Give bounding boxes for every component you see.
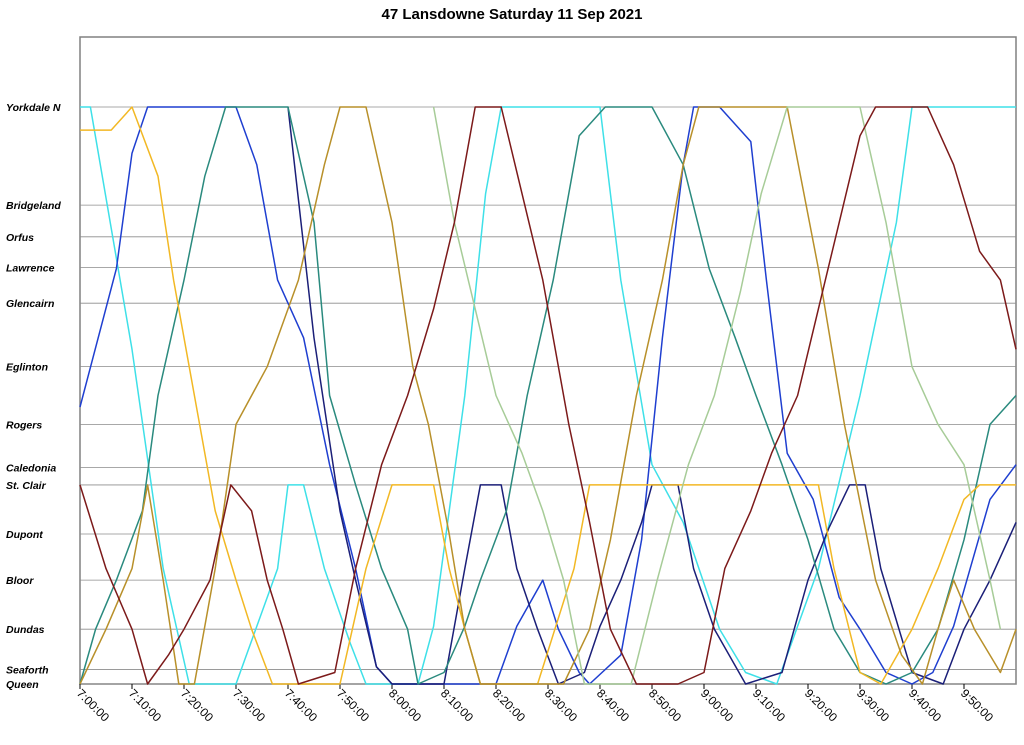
x-tick-label: 8:50:00 — [646, 686, 684, 724]
stop-label: Seaforth — [6, 665, 49, 677]
x-tick-label: 7:20:00 — [178, 686, 216, 724]
series-line-8 — [79, 106, 1017, 685]
chart-title: 47 Lansdowne Saturday 11 Sep 2021 — [381, 6, 643, 23]
x-tick-label: 9:50:00 — [958, 686, 996, 724]
x-tick-label: 8:40:00 — [594, 686, 632, 724]
x-tick-label: 7:00:00 — [74, 686, 112, 724]
stop-label: Rogers — [6, 419, 42, 431]
x-tick-label: 8:00:00 — [386, 686, 424, 724]
stop-label: Dundas — [6, 624, 45, 636]
series-line-7 — [432, 106, 1002, 685]
x-tick-label: 8:20:00 — [490, 686, 528, 724]
x-tick-label: 7:30:00 — [230, 686, 268, 724]
stop-label: Bloor — [6, 575, 34, 587]
x-tick-label: 9:20:00 — [802, 686, 840, 724]
x-tick-label: 8:30:00 — [542, 686, 580, 724]
series-line-5 — [80, 106, 1016, 685]
stop-label: Bridgeland — [6, 200, 61, 212]
plot-area — [79, 36, 1017, 685]
stop-label: Caledonia — [6, 463, 56, 475]
series-line-4 — [79, 106, 1017, 685]
stop-label: Lawrence — [6, 262, 55, 274]
x-tick-label: 9:30:00 — [854, 686, 892, 724]
x-tick-label: 9:40:00 — [906, 686, 944, 724]
stop-label: Queen — [6, 679, 39, 691]
series-line-3 — [287, 106, 1017, 685]
stop-label: Eglinton — [6, 362, 48, 374]
stop-label: Orfus — [6, 232, 34, 244]
x-tick-label: 9:10:00 — [750, 686, 788, 724]
series-line-6 — [79, 106, 1017, 685]
series-line-1 — [80, 106, 1016, 685]
x-tick-label: 7:40:00 — [282, 686, 320, 724]
stop-label: Dupont — [6, 529, 43, 541]
x-tick-label: 7:10:00 — [126, 686, 164, 724]
stop-label: Glencairn — [6, 298, 54, 310]
x-tick-label: 8:10:00 — [438, 686, 476, 724]
stop-label: Yorkdale N — [6, 102, 61, 114]
x-tick-label: 9:00:00 — [698, 686, 736, 724]
stop-label: St. Clair — [6, 480, 47, 492]
x-tick-label: 7:50:00 — [334, 686, 372, 724]
